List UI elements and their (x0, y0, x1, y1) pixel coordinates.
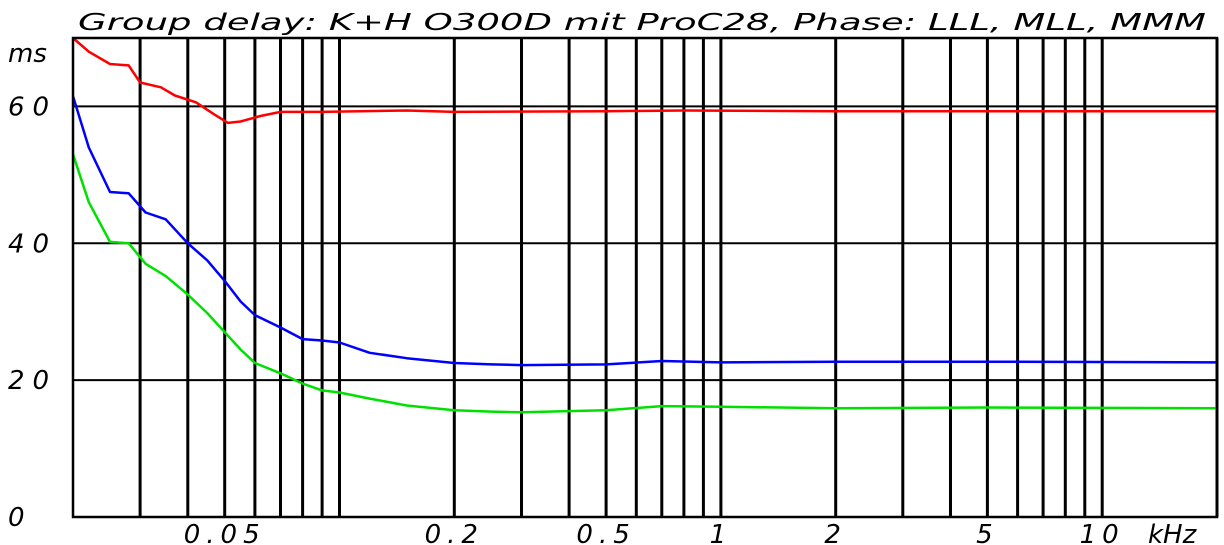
x-tick-label: 0.05 (184, 520, 266, 545)
plot-frame (71, 36, 1219, 519)
series-line-2 (71, 95, 1218, 367)
y-tick-label: 40 (8, 229, 57, 259)
x-tick-labels: 0.05 0.2 0.5 1 2 5 10 (184, 520, 1125, 545)
y-axis-unit: ms (8, 39, 47, 69)
y-tick-labels: 0 20 40 60 (8, 92, 57, 533)
horizontal-grid-lines (73, 105, 1217, 382)
series-line-3 (71, 153, 1218, 414)
chart-title: Group delay: K+H O300D mit ProC28, Phase… (78, 10, 1206, 36)
x-tick-label: 1 (710, 520, 733, 545)
x-tick-label: 2 (824, 520, 847, 545)
x-tick-label: 10 (1080, 520, 1125, 545)
y-tick-label: 60 (8, 92, 57, 122)
series-layer (71, 37, 1218, 414)
x-axis-unit: kHz (1148, 520, 1198, 545)
y-tick-label: 0 (8, 503, 33, 533)
x-tick-label: 0.5 (576, 520, 635, 545)
series-line-1 (72, 37, 1217, 125)
x-tick-label: 0.2 (425, 520, 484, 545)
x-tick-label: 5 (976, 520, 999, 545)
vertical-grid-lines (138, 38, 1219, 517)
y-tick-label: 20 (8, 366, 57, 396)
